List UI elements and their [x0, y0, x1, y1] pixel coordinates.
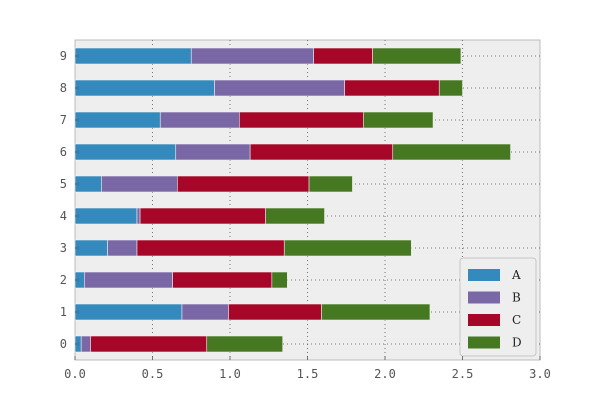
y-tick-label: 5: [60, 177, 67, 191]
bar-segment-C-1: [228, 303, 322, 321]
y-tick-label: 8: [60, 81, 67, 95]
bar-segment-D-6: [392, 143, 511, 161]
legend-swatch-D: [468, 336, 500, 349]
bar-segment-A-8: [74, 79, 215, 97]
bar-segment-C-0: [90, 335, 208, 353]
bar-segment-B-1: [181, 303, 229, 321]
y-tick-label: 2: [60, 273, 67, 287]
bar-segment-B-4: [136, 207, 141, 225]
x-tick-label: 2.5: [452, 367, 474, 381]
y-tick-label: 0: [60, 337, 67, 351]
bars: [74, 47, 511, 353]
legend-label-D: D: [512, 336, 522, 350]
x-tick-label: 1.0: [219, 367, 241, 381]
y-tick-label: 4: [60, 209, 67, 223]
bar-segment-B-9: [190, 47, 314, 65]
bar-segment-D-1: [321, 303, 431, 321]
bar-segment-C-6: [249, 143, 394, 161]
x-tick-label: 3.0: [529, 367, 551, 381]
x-axis-ticks: 0.0 0.5 1.0 1.5 2.0 2.5 3.0: [64, 356, 551, 381]
bar-segment-C-9: [313, 47, 373, 65]
legend-label-A: A: [511, 268, 521, 282]
legend-swatch-C: [468, 314, 500, 326]
bar-segment-B-2: [84, 271, 173, 289]
bar-segment-D-0: [206, 335, 283, 353]
legend-box: [459, 257, 537, 357]
bar-segment-B-0: [80, 335, 91, 353]
bar-segment-A-3: [74, 239, 108, 257]
bar-segment-C-8: [344, 79, 440, 97]
bar-segment-B-6: [175, 143, 251, 161]
x-tick-label: 1.5: [297, 367, 319, 381]
bar-segment-C-5: [177, 175, 310, 193]
y-tick-label: 1: [60, 305, 67, 319]
bar-segment-C-3: [136, 239, 285, 257]
y-tick-label: 6: [60, 145, 67, 159]
y-tick-label: 9: [60, 49, 67, 63]
legend-swatch-B: [468, 291, 500, 304]
bar-segment-A-4: [74, 207, 138, 225]
bar-segment-B-8: [214, 79, 345, 97]
y-tick-label: 7: [60, 113, 67, 127]
bar-segment-D-7: [362, 111, 434, 129]
bar-segment-C-2: [172, 271, 273, 289]
bar-segment-B-5: [101, 175, 178, 193]
bar-segment-A-6: [74, 143, 177, 161]
x-tick-label: 0.0: [64, 367, 86, 381]
bar-segment-C-4: [139, 207, 266, 225]
x-tick-label: 0.5: [142, 367, 164, 381]
y-axis-ticks: 0 1 2 3 4 5 6 7 8 9: [60, 49, 79, 351]
bar-segment-D-5: [308, 175, 353, 193]
bar-segment-D-4: [265, 207, 325, 225]
y-tick-label: 3: [60, 241, 67, 255]
bar-segment-C-7: [239, 111, 364, 129]
bar-segment-B-3: [107, 239, 138, 257]
bar-segment-D-8: [438, 79, 463, 97]
bar-segment-D-9: [372, 47, 462, 65]
bar-segment-B-7: [159, 111, 240, 129]
bar-segment-D-2: [271, 271, 288, 289]
legend-swatch-A: [468, 269, 500, 281]
bar-segment-D-3: [283, 239, 412, 257]
legend-label-B: B: [512, 291, 521, 305]
x-tick-label: 2.0: [374, 367, 396, 381]
bar-segment-A-1: [74, 303, 183, 321]
bar-segment-A-9: [74, 47, 192, 65]
legend-label-C: C: [512, 313, 521, 327]
bar-segment-A-7: [74, 111, 161, 129]
